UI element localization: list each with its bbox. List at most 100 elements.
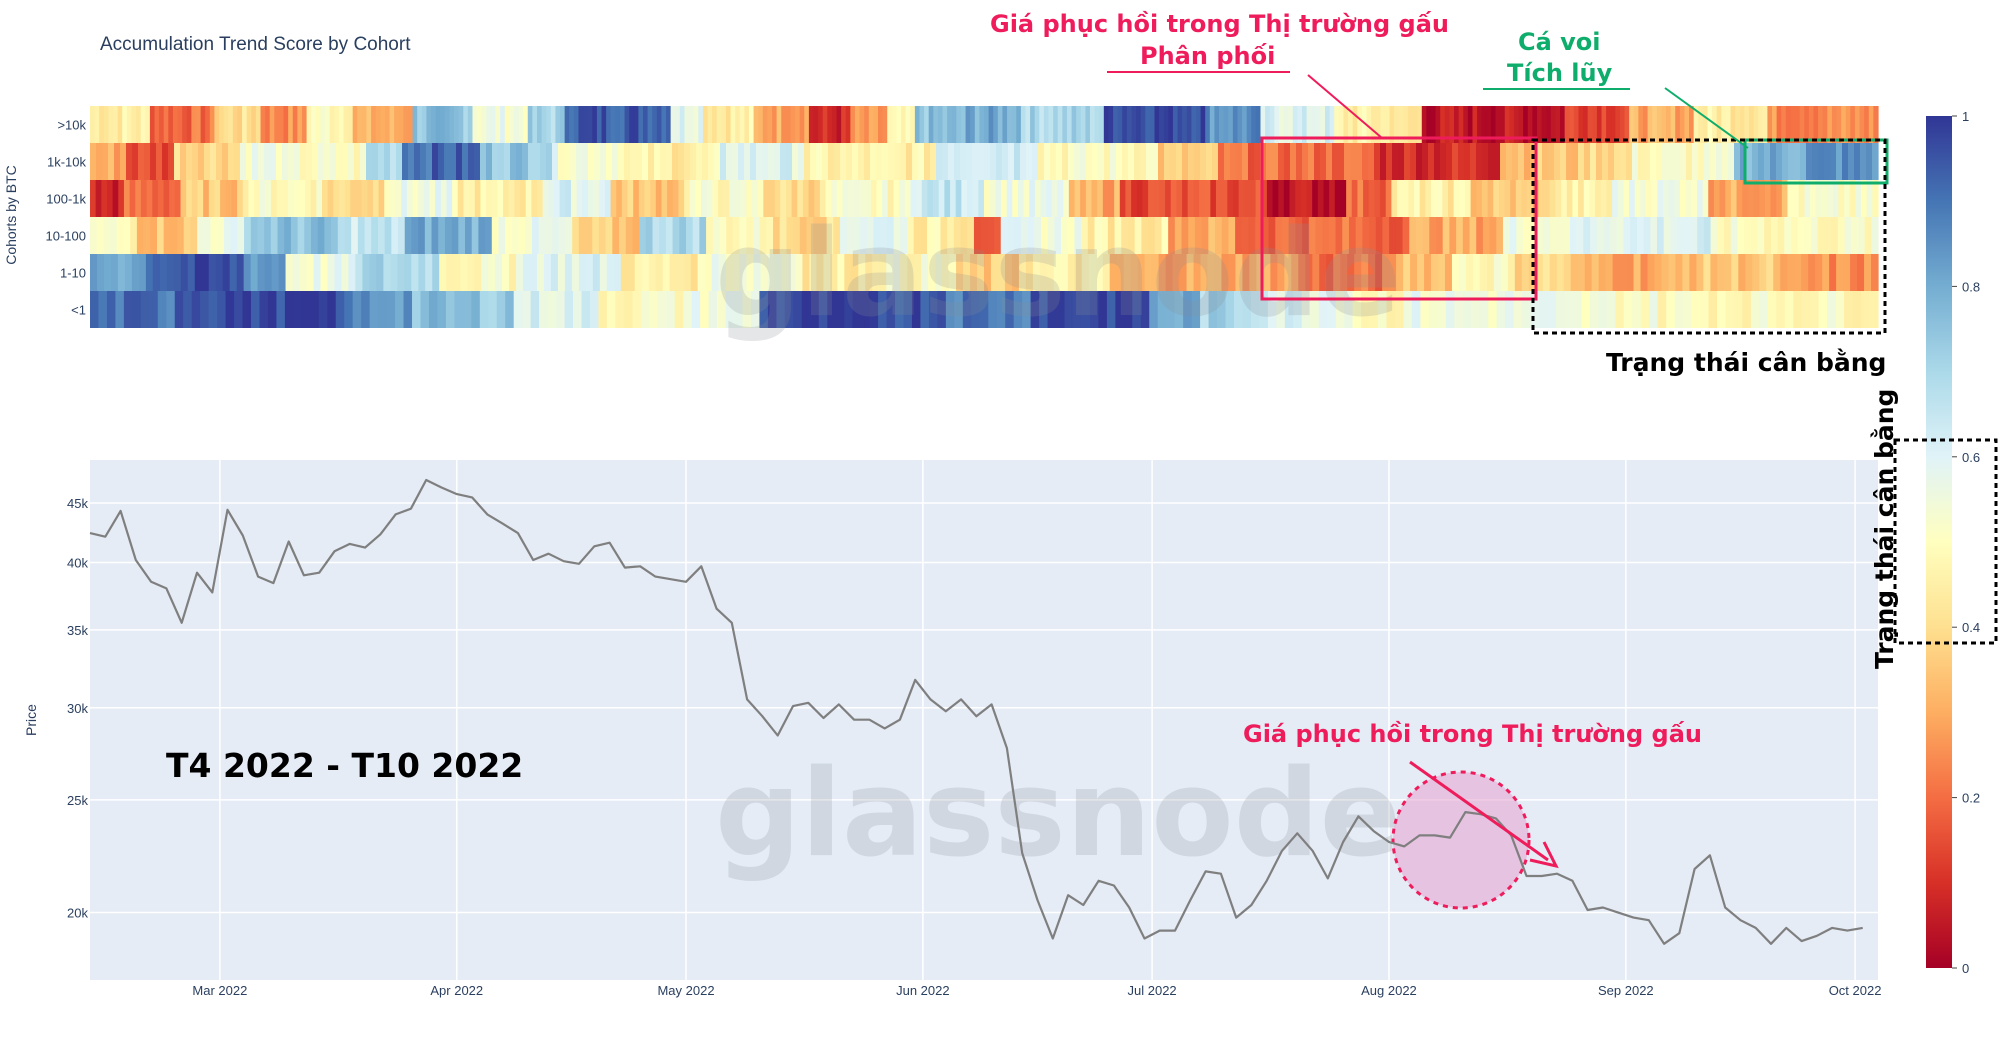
heatmap-cell <box>734 291 744 328</box>
heatmap-cell <box>117 254 126 291</box>
heatmap-cell <box>801 291 811 328</box>
heatmap-cell <box>451 217 459 254</box>
heatmap-cell <box>1334 180 1342 217</box>
heatmap-cell <box>1793 291 1803 328</box>
heatmap-cell <box>1603 217 1611 254</box>
heatmap-cell <box>390 143 397 180</box>
heatmap-cell <box>1428 291 1438 328</box>
heatmap-cell <box>638 106 644 143</box>
heatmap-cell <box>1062 106 1068 143</box>
heatmap-cell <box>168 106 174 143</box>
heatmap-cell <box>1248 143 1255 180</box>
heatmap-cell <box>1542 254 1551 291</box>
heatmap-cell <box>718 180 725 217</box>
heatmap-cell <box>120 143 127 180</box>
heatmap-cell <box>1288 217 1296 254</box>
heatmap-cell <box>1570 254 1579 291</box>
heatmap-cell <box>822 106 828 143</box>
heatmap-cell <box>1421 106 1427 143</box>
heatmap-cell <box>1208 291 1218 328</box>
heatmap-cell <box>1008 143 1015 180</box>
heatmap-cell <box>1556 217 1564 254</box>
heatmap-cell <box>1043 106 1050 143</box>
heatmap-cell <box>808 106 815 143</box>
heatmap-cell <box>1228 254 1237 291</box>
heatmap-cell <box>208 180 216 217</box>
heatmap-cell <box>518 217 526 254</box>
heatmap-cell <box>1849 180 1856 217</box>
heatmap-cell <box>1395 217 1404 254</box>
heatmap-cell <box>197 217 205 254</box>
heatmap-cell <box>1740 143 1747 180</box>
heatmap-cell <box>947 106 953 143</box>
heatmap-cell <box>1581 291 1591 328</box>
heatmap-cell <box>1633 106 1639 143</box>
heatmap-cell <box>1578 180 1585 217</box>
heatmap-cell <box>1361 291 1371 328</box>
heatmap-cell <box>1119 180 1127 217</box>
bear-rally-arrow-head <box>1529 841 1559 869</box>
heatmap-cell <box>255 106 262 143</box>
heatmap-cell <box>1632 291 1642 328</box>
heatmap-cell <box>1776 180 1783 217</box>
heatmap-cell <box>440 106 446 143</box>
heatmap-cell <box>553 180 561 217</box>
heatmap-cell <box>910 106 916 143</box>
heatmap-cell <box>781 106 787 143</box>
heatmap-cell <box>1458 254 1467 291</box>
heatmap-cell <box>1357 180 1364 217</box>
heatmap-cell <box>474 143 481 180</box>
heatmap-cell <box>1306 180 1313 217</box>
colorbar-tick-label: 0.4 <box>1962 620 1980 635</box>
heatmap-cell <box>486 106 492 143</box>
heatmap-cell <box>1012 180 1019 217</box>
heatmap-cell <box>1326 143 1333 180</box>
heatmap-cell <box>95 180 102 217</box>
heatmap-cell <box>572 217 580 254</box>
heatmap-cell <box>96 143 103 180</box>
heatmap-cell <box>229 254 238 291</box>
heatmap-cell <box>644 180 651 217</box>
heatmap-cell <box>698 106 704 143</box>
heatmap-cell <box>1266 180 1274 217</box>
heatmap-cell <box>570 180 578 217</box>
heatmap-cell <box>1389 254 1397 291</box>
heatmap-cell <box>530 254 538 291</box>
heatmap-cell <box>1837 217 1846 254</box>
heatmap-cell <box>1328 217 1337 254</box>
heatmap-cell <box>324 217 332 254</box>
heatmap-cell <box>1114 180 1121 217</box>
heatmap-cell <box>407 106 414 143</box>
heatmap-cell <box>1181 217 1189 254</box>
heatmap-cell <box>774 254 783 291</box>
heatmap-cell <box>477 106 483 143</box>
heatmap-cell <box>882 180 889 217</box>
heatmap-cell <box>1186 254 1195 291</box>
heatmap-cell <box>1188 143 1195 180</box>
heatmap-cell <box>1518 143 1525 180</box>
heatmap-cell <box>914 254 922 291</box>
heatmap-cell <box>1495 106 1501 143</box>
heatmap-cell <box>848 180 855 217</box>
heatmap-cell <box>426 143 433 180</box>
heatmap-cell <box>1675 254 1684 291</box>
heatmap-cell <box>1020 143 1027 180</box>
heatmap-cell <box>813 217 821 254</box>
heatmap-cell <box>1818 143 1825 180</box>
heatmap-cell <box>1854 106 1861 143</box>
heatmap-cell <box>630 143 637 180</box>
heatmap-cell <box>523 106 529 143</box>
price-x-tick-label: Sep 2022 <box>1598 983 1654 998</box>
heatmap-cell <box>1011 254 1020 291</box>
heatmap-cell <box>1521 254 1530 291</box>
heatmap-cell <box>1657 291 1667 328</box>
heatmap-cell <box>183 291 193 328</box>
heatmap-cell <box>882 106 888 143</box>
heatmap-cell <box>1126 106 1133 143</box>
heatmap-cell <box>795 106 801 143</box>
heatmap-cell <box>1074 143 1081 180</box>
heatmap-cell <box>708 143 715 180</box>
price-line <box>89 478 1863 945</box>
heatmap-cell <box>1047 291 1057 328</box>
heatmap-cell <box>1102 180 1110 217</box>
